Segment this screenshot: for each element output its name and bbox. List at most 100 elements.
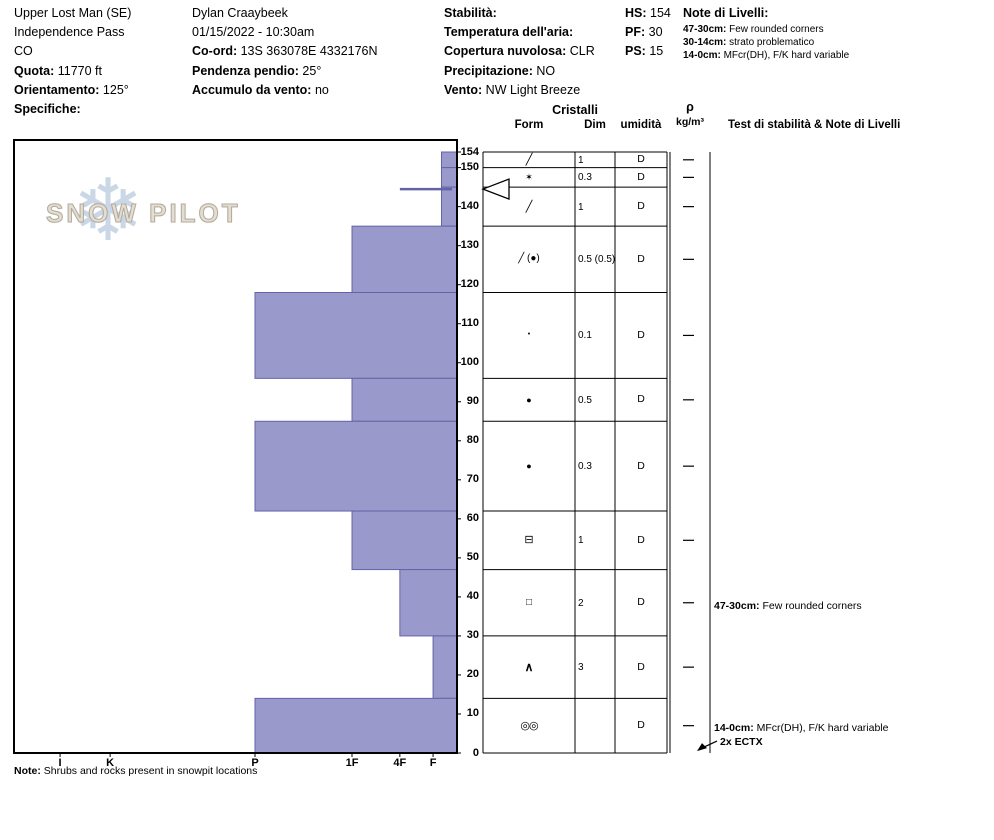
crystal-form-symbol: ✶ [525, 172, 533, 183]
pit-area: Independence Pass [14, 25, 125, 40]
annotation-range-label: 14-0cm: [714, 721, 754, 734]
layer-note-line: 14-0cm: MFcr(DH), F/K hard variable [683, 49, 849, 62]
pit-note: Note: Shrubs and rocks present in snowpi… [14, 765, 257, 777]
crystal-moisture-value: D [637, 596, 645, 609]
pit-note-label: Note: [14, 765, 41, 777]
precip-value: NO [532, 63, 556, 78]
air-temp-label: Temperatura dell'aria: [444, 25, 574, 40]
coord-value: 13S 363078E 4332176N [237, 44, 378, 59]
layer-note-text: Few rounded corners [726, 24, 824, 36]
slope-angle-line: Pendenza pendio: 25° [192, 62, 378, 81]
crystal-moisture-value: D [637, 533, 645, 546]
elevation-value: 11770 ft [54, 63, 103, 78]
ps-line: PS: 15 [625, 42, 671, 61]
layer-note-text: strato problematico [726, 37, 815, 49]
hardness-tick-label: P [251, 757, 259, 769]
depth-tick-label: 40 [466, 590, 479, 603]
air-temp-line: Temperatura dell'aria: [444, 23, 595, 42]
crystal-moisture-value: D [637, 459, 645, 472]
crystal-dim-value: 0.3 [578, 172, 592, 184]
crystal-form-symbol: ╱ (●) [518, 253, 540, 265]
crystal-moisture-value: D [637, 252, 645, 265]
layer-note-annotation: 14-0cm: MFcr(DH), F/K hard variable [714, 722, 888, 735]
test-arrow-head [697, 743, 707, 752]
stability-column-header: Test di stabilità & Note di Livelli [728, 119, 901, 131]
moisture-column-header: umidità [620, 119, 662, 131]
depth-tick-label: 154 [460, 145, 479, 158]
sky-cover-line: Copertura nuvolosa: CLR [444, 42, 595, 61]
crystal-dim-value: 1 [578, 535, 584, 547]
hardness-tick-label: I [58, 757, 62, 769]
annotation-range-label: 47-30cm: [714, 600, 760, 613]
observer-name: Dylan Craaybeek [192, 6, 288, 20]
layer-note-range: 30-14cm: [683, 37, 727, 49]
depth-tick-label: 90 [466, 395, 479, 408]
depth-tick-label: 150 [460, 161, 479, 174]
crystal-moisture-value: D [637, 660, 645, 673]
snowpilot-watermark-text: SNOW PILOT [46, 198, 241, 229]
hardness-bar [440, 186, 458, 227]
crystal-form-symbol: ◎◎ [520, 719, 538, 732]
hs-line: HS: 154 [625, 4, 671, 23]
hardness-bar [432, 635, 458, 699]
layer-of-concern-arrow [481, 178, 510, 201]
depth-tick-label: 60 [466, 512, 479, 525]
annotation-text: MFcr(DH), F/K hard variable [753, 721, 889, 734]
hs-label: HS: [625, 6, 647, 20]
slope-value: 25° [298, 63, 322, 78]
crystal-form-symbol: □ [525, 596, 533, 608]
hardness-bar [351, 510, 458, 571]
depth-tick-label: 20 [466, 668, 479, 681]
crystal-dim-value: 0.5 [578, 394, 592, 406]
depth-tick-label: 10 [466, 707, 479, 720]
wind-value: NW Light Breeze [482, 82, 581, 97]
slope-label: Pendenza pendio: [192, 63, 299, 78]
layer-note-annotation: 47-30cm: Few rounded corners [714, 600, 862, 613]
dim-column-header: Dim [584, 119, 606, 131]
crystal-dim-value: 0.3 [578, 461, 592, 473]
crystal-moisture-value: D [637, 328, 645, 341]
form-column-header: Form [514, 119, 544, 131]
test-result-label: 2x ECTX [720, 736, 763, 749]
density-unit-header: kg/m³ [675, 116, 704, 128]
crystal-dim-value: 1 [578, 201, 584, 213]
layer-note-range: 47-30cm: [683, 24, 727, 36]
layer-notes-column: Note di Livelli: 47-30cm: Few rounded co… [683, 4, 849, 62]
hardness-tick-label: F [429, 757, 437, 769]
elevation-label: Quota: [14, 63, 55, 78]
hardness-bar [399, 569, 458, 637]
density-rho-header: ρ [686, 100, 694, 114]
pit-state: CO [14, 44, 33, 59]
wind-line: Vento: NW Light Breeze [444, 81, 595, 100]
stability-test-result: 2x ECTX [720, 736, 763, 749]
crystal-form-symbol: ╱ [525, 153, 533, 166]
test-arrow-line [703, 740, 718, 748]
specifics-label: Specifiche: [14, 102, 81, 117]
ps-value: 15 [645, 44, 664, 59]
sky-cover-label: Copertura nuvolosa: [444, 44, 567, 59]
crystal-form-symbol: ╱ [525, 200, 533, 213]
precip-label: Precipitazione: [444, 63, 533, 78]
ps-label: PS: [625, 44, 646, 59]
snowflake-logo-icon: ❄ [72, 163, 145, 259]
crystal-dim-value: 0.1 [578, 330, 592, 342]
crystal-form-symbol: ∧ [524, 660, 534, 675]
hardness-tick-label: 4F [393, 757, 407, 769]
crystal-moisture-value: D [637, 719, 645, 732]
hs-value: 154 [646, 6, 671, 20]
crystal-moisture-value: D [637, 393, 645, 406]
crystal-dim-value: 2 [578, 597, 584, 609]
depth-tick-label: 70 [466, 473, 479, 486]
hardness-bar [254, 420, 458, 512]
layer-note-range: 14-0cm: [683, 50, 721, 62]
hardness-bar [440, 167, 458, 188]
hardness-bar [351, 377, 458, 422]
layer-note-line: 47-30cm: Few rounded corners [683, 23, 849, 36]
depth-tick-label: 140 [460, 200, 479, 213]
depth-tick-label: 100 [460, 356, 479, 369]
pf-value: 30 [645, 25, 663, 40]
hardness-bar [440, 151, 458, 169]
pit-datetime: 01/15/2022 - 10:30am [192, 25, 315, 40]
hardness-bar [351, 225, 458, 293]
